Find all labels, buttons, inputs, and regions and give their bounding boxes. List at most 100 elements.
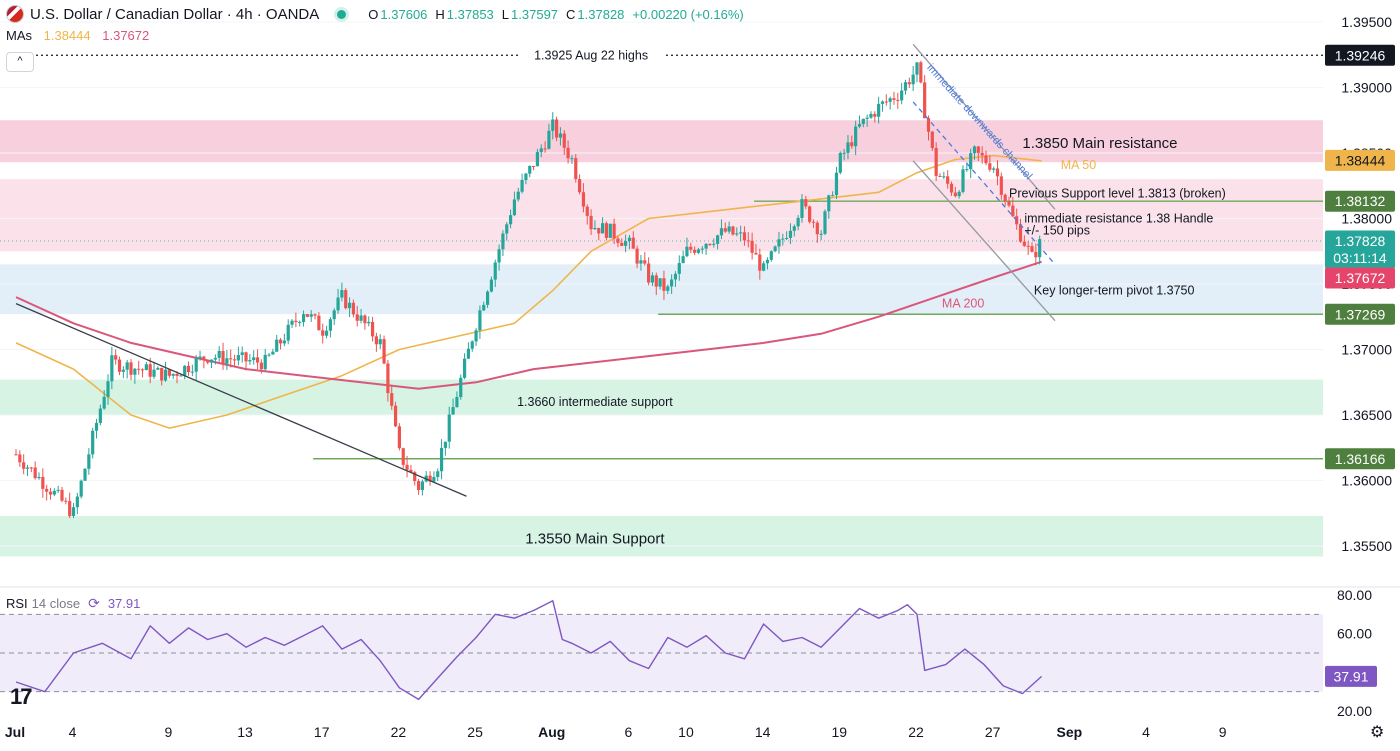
candle-body xyxy=(880,101,885,104)
tradingview-logo[interactable]: 17 xyxy=(10,684,33,709)
candle-body xyxy=(301,314,306,322)
time-tick-label: Sep xyxy=(1057,724,1083,740)
candle-body xyxy=(739,232,743,234)
candle-body xyxy=(313,314,317,316)
rsi-label: RSI xyxy=(6,596,28,611)
candle-body xyxy=(781,238,785,240)
candle-body xyxy=(926,118,931,132)
candle-body xyxy=(409,469,413,473)
close-label: C xyxy=(566,6,576,22)
candle-body xyxy=(639,260,643,264)
candle-body xyxy=(1030,246,1034,252)
candle-body xyxy=(654,275,658,287)
candle-body xyxy=(37,476,41,479)
candle-body xyxy=(347,302,352,309)
price-tag-badge xyxy=(1325,267,1395,289)
candle-body xyxy=(87,454,91,469)
candle-body xyxy=(831,195,835,197)
candle-body xyxy=(478,310,482,331)
candle-body xyxy=(585,206,589,216)
candle-body xyxy=(535,152,540,167)
candle-body xyxy=(386,363,390,394)
candle-body xyxy=(662,278,666,291)
candle-body xyxy=(221,350,225,364)
candle-body xyxy=(731,226,735,235)
candle-body xyxy=(788,230,793,238)
candle-body xyxy=(574,158,578,180)
candle-body xyxy=(758,254,762,271)
candle-body xyxy=(167,369,171,376)
candle-body xyxy=(1026,245,1030,247)
candle-body xyxy=(842,152,846,154)
rsi-legend[interactable]: RSI 14 close ⟳ 37.91 xyxy=(6,595,140,612)
candle-body xyxy=(892,98,896,100)
price-tag-label: 03:11:14 xyxy=(1333,250,1387,266)
candle-body xyxy=(735,233,739,235)
candle-body xyxy=(888,98,892,102)
candle-body xyxy=(512,199,517,216)
candle-body xyxy=(915,62,919,75)
rsi-value-label: 37.91 xyxy=(1333,668,1368,684)
grid-layer xyxy=(0,21,1400,588)
candle-body xyxy=(624,241,628,246)
candle-body xyxy=(723,228,727,232)
candle-body xyxy=(217,350,221,358)
candle-body xyxy=(754,252,758,255)
candle-body xyxy=(133,368,137,375)
candle-body xyxy=(390,393,394,406)
candle-body xyxy=(792,226,796,231)
collapse-legend-button[interactable]: ^ xyxy=(6,52,34,72)
candle-body xyxy=(248,359,252,362)
candle-body xyxy=(110,355,114,382)
candle-body xyxy=(746,240,750,242)
candle-body xyxy=(558,133,563,138)
price-tick-label: 1.39000 xyxy=(1341,80,1392,96)
candle-body xyxy=(75,496,79,508)
candle-body xyxy=(94,422,99,431)
candle-body xyxy=(969,153,973,170)
candle-body xyxy=(961,169,965,192)
candle-body xyxy=(647,263,651,283)
symbol-title[interactable]: U.S. Dollar / Canadian Dollar · 4h · OAN… xyxy=(30,5,320,23)
ma-legend[interactable]: MAs 1.38444 1.37672 xyxy=(6,28,157,43)
rsi-tick-label: 20.00 xyxy=(1337,703,1372,719)
gear-icon[interactable]: ⚙ xyxy=(1370,724,1385,741)
time-tick-label: 19 xyxy=(832,724,848,740)
candle-body xyxy=(401,448,405,465)
candle-body xyxy=(137,368,141,370)
price-tag-badge xyxy=(1325,303,1395,325)
price-tag-label: 1.37269 xyxy=(1335,306,1386,322)
candle-body xyxy=(988,163,992,170)
candle-body xyxy=(551,119,555,131)
candle-body xyxy=(179,375,183,377)
candle-body xyxy=(750,240,754,253)
open-label: O xyxy=(368,6,379,22)
candle-body xyxy=(689,246,693,250)
candle-body xyxy=(980,152,984,156)
low-label: L xyxy=(501,6,510,22)
candle-body xyxy=(324,330,329,336)
candle-body xyxy=(543,148,547,150)
candle-body xyxy=(677,263,681,274)
rsi-settings-icon[interactable]: ⟳ xyxy=(88,595,100,611)
levels-layer xyxy=(0,54,1323,460)
price-tag-label: 1.39246 xyxy=(1335,47,1386,63)
candle-body xyxy=(861,118,865,125)
candle-body xyxy=(102,396,106,409)
candle-body xyxy=(949,183,954,193)
candle-body xyxy=(857,124,862,127)
candle-body xyxy=(14,454,18,456)
candle-body xyxy=(252,357,256,360)
candle-body xyxy=(785,237,789,239)
ma-200-annotation: MA 200 xyxy=(942,297,984,311)
candle-body xyxy=(616,238,620,243)
candle-body xyxy=(999,176,1003,195)
candle-body xyxy=(765,259,770,264)
candle-body xyxy=(869,113,873,118)
ma50-legend-value: 1.38444 xyxy=(43,28,91,43)
price-tag-badge xyxy=(1325,149,1395,171)
candle-body xyxy=(597,227,601,234)
candle-body xyxy=(321,330,325,336)
